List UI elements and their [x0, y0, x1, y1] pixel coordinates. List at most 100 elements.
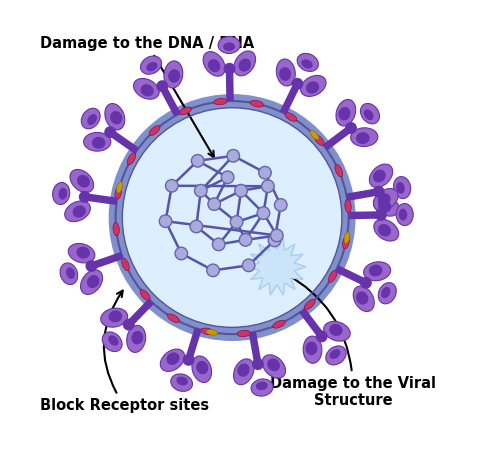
Ellipse shape [140, 289, 150, 300]
Ellipse shape [168, 69, 180, 83]
Ellipse shape [310, 130, 319, 140]
Ellipse shape [206, 329, 218, 335]
Ellipse shape [66, 267, 75, 279]
Circle shape [156, 80, 168, 92]
Circle shape [166, 179, 178, 192]
Ellipse shape [110, 111, 122, 125]
Ellipse shape [64, 201, 90, 222]
Circle shape [194, 184, 207, 197]
Ellipse shape [364, 109, 374, 120]
Circle shape [208, 198, 220, 210]
Circle shape [230, 216, 243, 228]
Ellipse shape [84, 132, 111, 151]
Ellipse shape [166, 352, 179, 365]
Text: Damage to the DNA / RNA: Damage to the DNA / RNA [40, 35, 254, 157]
Ellipse shape [192, 356, 212, 382]
Circle shape [372, 186, 384, 198]
Ellipse shape [329, 324, 342, 336]
Ellipse shape [102, 332, 122, 352]
Circle shape [192, 154, 204, 167]
Circle shape [268, 234, 281, 246]
Ellipse shape [108, 335, 118, 346]
Ellipse shape [276, 59, 295, 86]
Circle shape [375, 209, 387, 221]
Ellipse shape [306, 342, 318, 355]
Polygon shape [299, 308, 326, 340]
Ellipse shape [396, 182, 404, 194]
Ellipse shape [234, 359, 254, 385]
Polygon shape [158, 83, 180, 116]
Ellipse shape [58, 188, 67, 200]
Ellipse shape [82, 108, 100, 129]
Circle shape [104, 126, 116, 138]
Polygon shape [88, 252, 123, 270]
Circle shape [86, 260, 98, 272]
Text: Damage to the Viral
Structure: Damage to the Viral Structure [270, 274, 436, 408]
Ellipse shape [394, 177, 410, 198]
Ellipse shape [378, 193, 390, 206]
Ellipse shape [330, 349, 340, 359]
Ellipse shape [223, 43, 235, 51]
Circle shape [227, 149, 239, 162]
Circle shape [292, 78, 304, 90]
Circle shape [345, 122, 357, 134]
Circle shape [360, 277, 372, 289]
Polygon shape [280, 81, 301, 115]
Circle shape [160, 215, 172, 227]
Ellipse shape [396, 203, 413, 226]
Ellipse shape [87, 114, 97, 125]
Ellipse shape [171, 374, 192, 391]
Ellipse shape [374, 219, 398, 241]
Ellipse shape [251, 379, 273, 396]
Ellipse shape [374, 196, 400, 216]
Polygon shape [348, 211, 382, 219]
Ellipse shape [196, 361, 208, 374]
Ellipse shape [344, 232, 350, 244]
Ellipse shape [132, 331, 143, 344]
Circle shape [207, 264, 220, 277]
Ellipse shape [250, 100, 264, 107]
Ellipse shape [115, 186, 121, 199]
Polygon shape [323, 124, 354, 150]
Circle shape [182, 354, 194, 366]
Ellipse shape [381, 287, 390, 298]
Polygon shape [346, 188, 381, 201]
Polygon shape [248, 238, 306, 295]
Ellipse shape [60, 263, 78, 284]
Ellipse shape [149, 125, 160, 135]
Ellipse shape [52, 183, 70, 205]
Ellipse shape [378, 283, 396, 304]
Ellipse shape [100, 308, 128, 327]
Ellipse shape [176, 376, 188, 386]
Ellipse shape [140, 56, 162, 74]
Ellipse shape [335, 164, 342, 177]
Ellipse shape [164, 61, 183, 88]
Polygon shape [106, 128, 139, 154]
Ellipse shape [68, 243, 95, 263]
Ellipse shape [122, 258, 130, 271]
Ellipse shape [146, 62, 158, 71]
Ellipse shape [300, 75, 326, 96]
Ellipse shape [234, 51, 256, 76]
Circle shape [224, 63, 235, 75]
Ellipse shape [285, 113, 297, 121]
Ellipse shape [324, 322, 350, 341]
Ellipse shape [374, 188, 398, 211]
Circle shape [316, 330, 328, 342]
Ellipse shape [336, 100, 355, 126]
Ellipse shape [345, 199, 351, 212]
Ellipse shape [208, 59, 220, 72]
Circle shape [262, 180, 274, 193]
Ellipse shape [237, 330, 250, 337]
Ellipse shape [160, 349, 184, 371]
Ellipse shape [76, 246, 90, 259]
Ellipse shape [369, 265, 382, 276]
Ellipse shape [338, 107, 350, 120]
Ellipse shape [373, 170, 386, 183]
Circle shape [252, 358, 264, 370]
Ellipse shape [108, 310, 122, 323]
Circle shape [235, 184, 248, 197]
Ellipse shape [80, 270, 102, 294]
Polygon shape [82, 193, 117, 205]
Ellipse shape [356, 132, 370, 144]
